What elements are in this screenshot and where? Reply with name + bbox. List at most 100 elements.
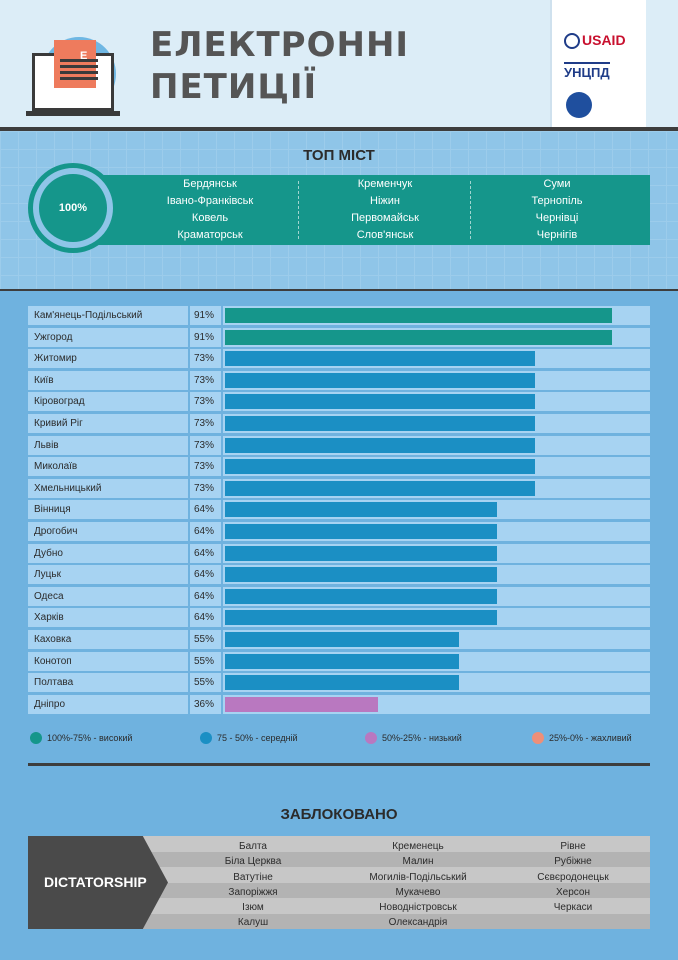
top-city: Слов'янськ	[356, 229, 414, 241]
bar-row: Дрогобич 64%	[28, 521, 650, 543]
blocked-city: Мукачево	[395, 886, 441, 898]
bar-row: Харків 64%	[28, 607, 650, 629]
blocked-city: Ізюм	[242, 902, 264, 914]
bar-city-label: Ужгород	[28, 327, 188, 347]
bar-value-label: 73%	[188, 349, 221, 369]
bar	[225, 675, 459, 691]
blocked-column-3: Рівне Рубіжне Сєвєродонецьк Херсон Черкаси	[498, 839, 648, 915]
bar-row: Кам'янець-Подільський 91%	[28, 305, 650, 327]
bar-row: Київ 73%	[28, 370, 650, 392]
petition-document-icon: Е	[26, 35, 120, 121]
bar	[225, 523, 497, 539]
bar-row: Полтава 55%	[28, 672, 650, 694]
top-city: Чернівці	[535, 212, 579, 224]
page-title: ЕЛЕКТРОННІ ПЕТИЦІЇ	[150, 24, 409, 108]
bar-value-label: 64%	[188, 608, 221, 628]
bar-city-label: Київ	[28, 370, 188, 390]
bar-track	[221, 306, 650, 325]
bar	[225, 437, 536, 453]
bar	[225, 329, 612, 345]
bar-value-label: 64%	[188, 565, 221, 585]
section-divider-2	[28, 763, 650, 766]
blocked-city: Черкаси	[553, 902, 593, 914]
bar-value-label: 73%	[188, 370, 221, 390]
top-city: Ніжин	[370, 195, 400, 207]
blocked-city: Херсон	[556, 886, 590, 898]
bar-value-label: 55%	[188, 629, 221, 649]
blocked-city: Запоріжжя	[228, 886, 278, 898]
bar	[225, 415, 536, 431]
bar-city-label: Одеса	[28, 586, 188, 606]
blocked-city: Балта	[239, 841, 267, 852]
bar-city-label: Дніпро	[28, 694, 188, 714]
bar-value-label: 73%	[188, 457, 221, 477]
top-cities-column-2: Кременчук Ніжин Первомайськ Слов'янськ	[300, 175, 470, 245]
legend-label-high: 100%-75% - високий	[47, 733, 133, 743]
bar-city-label: Вінниця	[28, 500, 188, 520]
bar	[225, 545, 497, 561]
bar-row: Львів 73%	[28, 435, 650, 457]
legend-label-low: 50%-25% - низький	[382, 733, 462, 743]
bar-track	[221, 457, 650, 477]
header: Е ЕЛЕКТРОННІ ПЕТИЦІЇ USAID УНЦПД	[0, 0, 678, 128]
bar-city-label: Житомир	[28, 349, 188, 369]
legend-dot-terrible	[532, 732, 544, 744]
bar-row: Дубно 64%	[28, 543, 650, 565]
bar-track	[221, 392, 650, 412]
doc-letter: Е	[80, 50, 88, 62]
blocked-column-1: Балта Біла Церква Ватутіне Запоріжжя Ізюм Кал…	[178, 839, 328, 931]
bar-track	[221, 500, 650, 520]
top-city: Кременчук	[357, 178, 413, 190]
top-cities-band: Бердянськ Івано-Франківськ Ковель Краматорс…	[90, 175, 650, 245]
partner-logos: USAID УНЦПД	[550, 0, 646, 128]
top-city: Чернігів	[536, 229, 578, 241]
legend-item-low: 50%-25% - низький	[365, 732, 462, 744]
bar-value-label: 73%	[188, 413, 221, 433]
dictatorship-arrow: DICTATORSHIP	[28, 836, 168, 929]
bar-track	[221, 565, 650, 585]
legend-item-high: 100%-75% - високий	[30, 732, 132, 744]
bar-track	[221, 543, 650, 563]
bar-value-label: 91%	[188, 327, 221, 347]
bar-city-label: Дубно	[28, 543, 188, 563]
legend-dot-high	[30, 732, 42, 744]
dictatorship-label: DICTATORSHIP	[44, 874, 147, 890]
bar-track	[221, 370, 650, 390]
blocked-city: Калуш	[237, 917, 269, 929]
bar-city-label: Хмельницький	[28, 478, 188, 498]
bar	[225, 372, 536, 388]
bar-value-label: 64%	[188, 521, 221, 541]
bar-city-label: Харків	[28, 608, 188, 628]
bar-track	[221, 651, 650, 671]
bar-value-label: 73%	[188, 478, 221, 498]
blocked-city: Кременець	[392, 841, 444, 852]
bar-value-label: 73%	[188, 435, 221, 455]
bar	[225, 653, 459, 669]
legend-label-medium: 75 - 50% - середній	[217, 733, 298, 743]
bar-city-label: Кам'янець-Подільський	[28, 306, 188, 325]
bar-row: Миколаїв 73%	[28, 456, 650, 478]
bar	[225, 480, 536, 496]
header-divider	[0, 127, 678, 131]
bar	[225, 308, 612, 323]
bar-track	[221, 327, 650, 347]
bar-city-label: Дрогобич	[28, 521, 188, 541]
top-cities-column-1: Бердянськ Івано-Франківськ Ковель Краматорс…	[130, 175, 290, 245]
bar-track	[221, 608, 650, 628]
blocked-title: ЗАБЛОКОВАНО	[280, 806, 398, 823]
blocked-cities-box: DICTATORSHIP Балта Біла Церква Ватутіне Зап…	[28, 836, 650, 929]
usaid-seal-icon	[564, 33, 580, 50]
bar	[225, 351, 536, 367]
top-city: Первомайськ	[351, 212, 419, 224]
uncpd-logo: УНЦПД	[564, 62, 610, 80]
bar-city-label: Кіровоград	[28, 392, 188, 412]
legend-item-terrible: 25%-0% - жахливий	[532, 732, 632, 744]
bar-value-label: 36%	[188, 694, 221, 714]
blocked-city: Сєвєродонецьк	[537, 871, 609, 883]
bar	[225, 502, 497, 518]
bar-value-label: 64%	[188, 586, 221, 606]
usaid-logo: USAID	[564, 32, 626, 50]
bar-row: Луцьк 64%	[28, 564, 650, 586]
legend-dot-medium	[200, 732, 212, 744]
legend-label-terrible: 25%-0% - жахливий	[549, 733, 632, 743]
